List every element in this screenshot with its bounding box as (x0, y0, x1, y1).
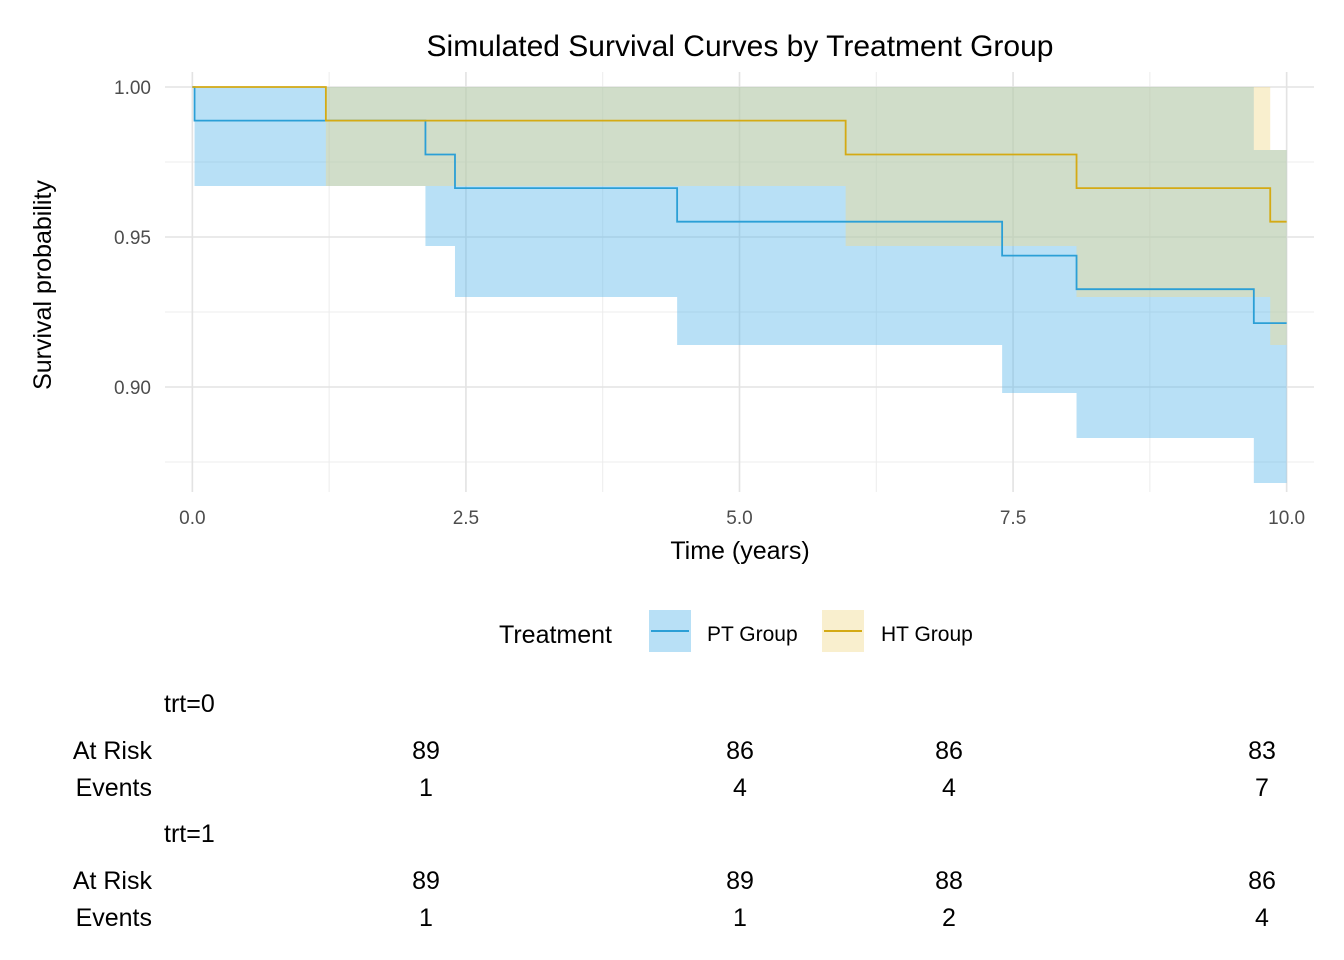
x-axis: 0.0 2.5 5.0 7.5 10.0 (179, 508, 1305, 529)
x-tick-label: 2.5 (453, 508, 479, 529)
risk-cell: 7 (1255, 774, 1269, 802)
x-tick-label: 10.0 (1268, 508, 1305, 529)
risk-cell: 1 (733, 904, 747, 932)
risk-row-label-at-risk: At Risk (73, 737, 153, 765)
x-tick-label: 0.0 (179, 508, 205, 529)
risk-cell: 1 (419, 774, 433, 802)
risk-cell: 89 (726, 867, 754, 895)
legend-label-ht-group: HT Group (881, 623, 973, 646)
confidence-band-ht-group (192, 87, 1287, 345)
risk-cell: 4 (942, 774, 956, 802)
grid (165, 72, 1314, 492)
survival-curve-ht-group (192, 86, 1287, 223)
legend: Treatment PT Group HT Group (499, 610, 973, 652)
y-axis: 0.90 0.95 1.00 (114, 78, 151, 399)
risk-cell: 4 (1255, 904, 1269, 932)
risk-group-label: trt=0 (164, 690, 215, 718)
risk-cell: 86 (935, 737, 963, 765)
risk-cell: 1 (419, 904, 433, 932)
y-tick-label: 0.95 (114, 228, 151, 249)
risk-cell: 89 (412, 737, 440, 765)
chart-title: Simulated Survival Curves by Treatment G… (427, 30, 1054, 63)
risk-cell: 83 (1248, 737, 1276, 765)
risk-table: trt=0 At Risk Events trt=1 At Risk Event… (73, 690, 1276, 932)
legend-title: Treatment (499, 621, 612, 649)
legend-item-pt-group: PT Group (649, 610, 798, 652)
survival-curves (192, 86, 1287, 325)
x-axis-title: Time (years) (670, 537, 809, 565)
risk-cell: 86 (1248, 867, 1276, 895)
confidence-band-pt-group (192, 87, 1287, 483)
risk-row-label-events: Events (76, 774, 152, 802)
legend-label-pt-group: PT Group (707, 623, 798, 646)
x-tick-label: 7.5 (1000, 508, 1026, 529)
risk-cell: 86 (726, 737, 754, 765)
risk-row-label-events: Events (76, 904, 152, 932)
risk-cell: 89 (412, 867, 440, 895)
risk-cell: 4 (733, 774, 747, 802)
confidence-bands (192, 87, 1287, 483)
risk-cell: 88 (935, 867, 963, 895)
survival-curve-pt-group (192, 86, 1287, 325)
risk-row-label-at-risk: At Risk (73, 867, 153, 895)
risk-group-label: trt=1 (164, 820, 215, 848)
y-tick-label: 0.90 (114, 378, 151, 399)
y-tick-label: 1.00 (114, 78, 151, 99)
legend-item-ht-group: HT Group (822, 610, 973, 652)
risk-cell: 2 (942, 904, 956, 932)
y-axis-title: Survival probability (29, 180, 57, 390)
x-tick-label: 5.0 (726, 508, 752, 529)
